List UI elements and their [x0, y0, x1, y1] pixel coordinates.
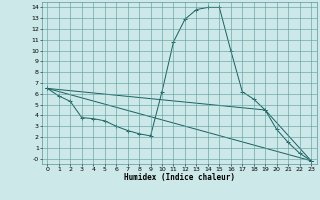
X-axis label: Humidex (Indice chaleur): Humidex (Indice chaleur): [124, 173, 235, 182]
